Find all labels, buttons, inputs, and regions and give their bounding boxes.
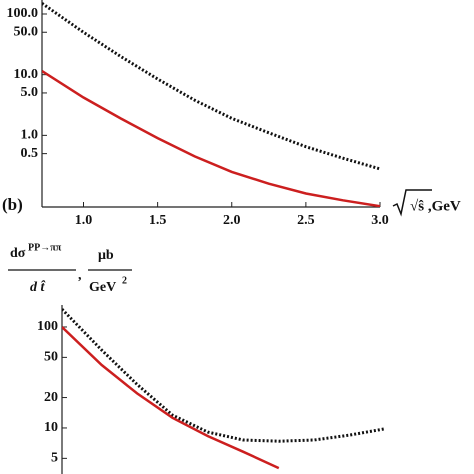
y-tick-label: 5.0 <box>21 85 39 100</box>
x-tick-label: 3.0 <box>371 213 389 228</box>
series-line <box>62 308 386 443</box>
label-part: , <box>78 268 82 283</box>
panel-label: (b) <box>2 195 23 214</box>
label-part: GeV <box>89 280 116 295</box>
x-tick-label: 2.0 <box>223 213 241 228</box>
x-axis-label: √ŝ ,GeV <box>410 198 461 214</box>
y-axis-label: dσ PP→ππ d t̂ , μb GeV 2 <box>8 242 132 295</box>
series-line <box>62 326 280 470</box>
y-tick-label: 10 <box>44 420 58 435</box>
label-part: d t̂ <box>30 279 46 295</box>
y-tick-label: 100.0 <box>7 6 39 21</box>
y-tick-label: 50 <box>44 350 58 365</box>
x-tick-label: 2.5 <box>297 213 315 228</box>
label-part: μb <box>98 248 114 263</box>
y-tick-label: 10.0 <box>14 67 39 82</box>
y-tick-label: 50.0 <box>14 24 39 39</box>
y-tick-label: 20 <box>44 390 58 405</box>
label-part: 2 <box>122 275 127 286</box>
y-tick-label: 5 <box>51 451 58 466</box>
y-tick-label: 1.0 <box>21 128 39 143</box>
y-tick-label: 100 <box>37 319 58 334</box>
series-line <box>42 69 381 207</box>
label-part: PP→ππ <box>28 242 62 253</box>
series-line <box>42 2 381 171</box>
y-tick-label: 0.5 <box>21 146 39 161</box>
x-tick-label: 1.0 <box>75 213 93 228</box>
label-part: dσ <box>10 246 26 261</box>
x-tick-label: 1.5 <box>149 213 167 228</box>
sqrt-sign <box>392 189 432 217</box>
